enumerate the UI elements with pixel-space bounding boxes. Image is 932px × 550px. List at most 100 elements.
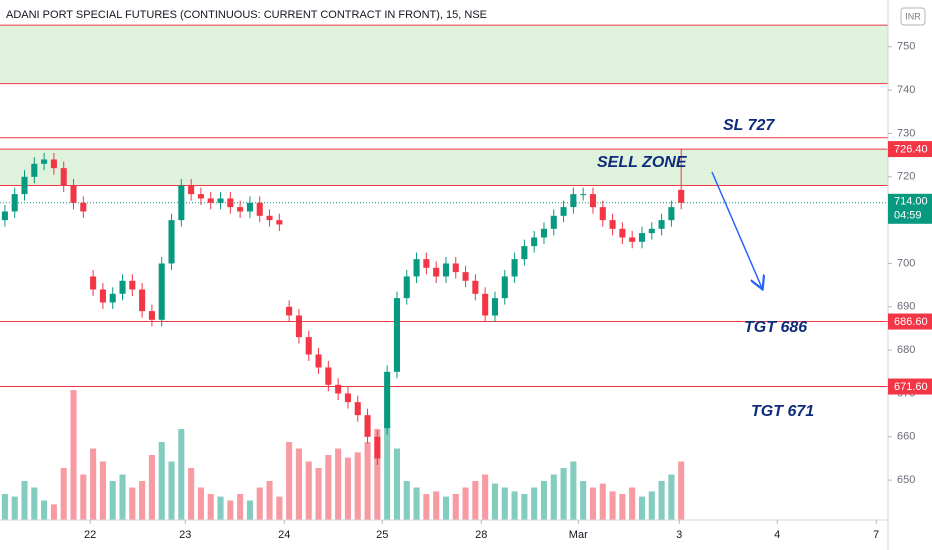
volume-bar <box>570 461 577 520</box>
zone <box>0 25 888 84</box>
volume-bar <box>256 487 263 520</box>
volume-bar <box>511 491 518 520</box>
candle-body <box>491 298 499 316</box>
candle-body <box>286 306 293 316</box>
current-price-label: 714.00 <box>894 196 928 208</box>
currency-box <box>900 7 926 26</box>
volume-bar <box>599 483 606 520</box>
candle-body <box>335 384 342 394</box>
volume-bar <box>452 494 459 520</box>
volume-bar <box>197 487 204 520</box>
volume-bar <box>550 474 557 520</box>
volume-bar <box>99 461 106 520</box>
candle-body <box>129 280 136 290</box>
price-label-box <box>888 313 932 330</box>
candle-body <box>99 289 106 303</box>
y-tick-label: 730 <box>897 127 915 139</box>
candle-body <box>60 168 67 186</box>
volume-bar <box>246 500 253 520</box>
x-tick-label: 25 <box>376 529 388 541</box>
candle-body <box>246 202 253 212</box>
volume-bar <box>560 468 567 520</box>
volume-bar <box>364 442 371 520</box>
volume-bar <box>70 390 77 520</box>
candle-body <box>589 194 597 208</box>
candle-body <box>374 436 381 459</box>
volume-bar <box>403 481 410 520</box>
volume-bar <box>139 481 146 520</box>
x-tick-label: 24 <box>278 529 290 541</box>
x-tick-label: 22 <box>84 529 96 541</box>
candle-body <box>325 367 332 385</box>
volume-bar <box>50 504 57 520</box>
candle-body <box>266 215 273 221</box>
candle-body <box>472 280 479 294</box>
candle-body <box>354 402 361 416</box>
candle-body <box>521 246 528 260</box>
volume-bar <box>374 429 381 520</box>
candle-body <box>1 211 8 221</box>
candle-body <box>638 233 646 242</box>
candle-body <box>570 194 577 208</box>
x-tick-label: 7 <box>873 529 879 541</box>
candle-body <box>648 228 655 234</box>
volume-bar <box>413 487 420 520</box>
volume-bar <box>109 481 116 520</box>
volume-bar <box>462 487 469 520</box>
volume-bar <box>619 494 626 520</box>
volume-bar <box>90 448 97 520</box>
candle-body <box>90 276 97 290</box>
volume-bar <box>80 474 87 520</box>
candle-body <box>227 198 234 208</box>
zone <box>0 149 888 186</box>
candle-body <box>158 263 165 320</box>
chart-title: ADANI PORT SPECIAL FUTURES (CONTINUOUS: … <box>6 9 487 21</box>
volume-bar <box>589 487 597 520</box>
current-price-box <box>888 193 932 224</box>
candle-body <box>305 337 312 355</box>
y-tick-label: 740 <box>897 84 915 96</box>
volume-bar <box>207 494 214 520</box>
volume-bar <box>305 461 312 520</box>
volume-bar <box>521 494 528 520</box>
candle-body <box>619 228 626 238</box>
volume-bar <box>580 481 587 520</box>
volume-bar <box>638 496 646 520</box>
candle-body <box>41 159 48 164</box>
candle-body <box>11 194 18 212</box>
y-tick-label: 750 <box>897 41 915 53</box>
candle-body <box>511 259 518 277</box>
y-tick-label: 720 <box>897 171 915 183</box>
price-label: 671.60 <box>894 381 928 393</box>
candle-body <box>178 185 185 221</box>
volume-bar <box>540 481 548 520</box>
volume-bar <box>531 487 538 520</box>
x-tick-label: 3 <box>676 529 682 541</box>
volume-bar <box>344 457 351 520</box>
volume-bar <box>129 487 136 520</box>
volume-bar <box>629 487 636 520</box>
volume-bar <box>295 448 302 520</box>
volume-bar <box>148 455 155 520</box>
y-tick-label: 690 <box>897 301 915 313</box>
price-label-box <box>888 141 932 158</box>
volume-bar <box>168 461 175 520</box>
price-label: 726.40 <box>894 143 928 155</box>
candle-body <box>119 280 126 294</box>
volume-bar <box>442 496 449 520</box>
volume-bar <box>31 487 38 520</box>
volume-bar <box>1 494 8 520</box>
candle-body <box>452 263 459 273</box>
arrow <box>711 171 762 288</box>
candle-body <box>531 237 538 247</box>
currency: INR <box>905 11 921 21</box>
volume-bar <box>237 494 244 520</box>
candle-body <box>668 207 675 221</box>
candle-body <box>433 267 440 277</box>
volume-bar <box>41 500 48 520</box>
candle-body <box>540 228 548 238</box>
candle-body <box>109 293 116 303</box>
volume-bar <box>658 481 665 520</box>
volume-bar <box>315 468 322 520</box>
candle-body <box>295 315 302 338</box>
